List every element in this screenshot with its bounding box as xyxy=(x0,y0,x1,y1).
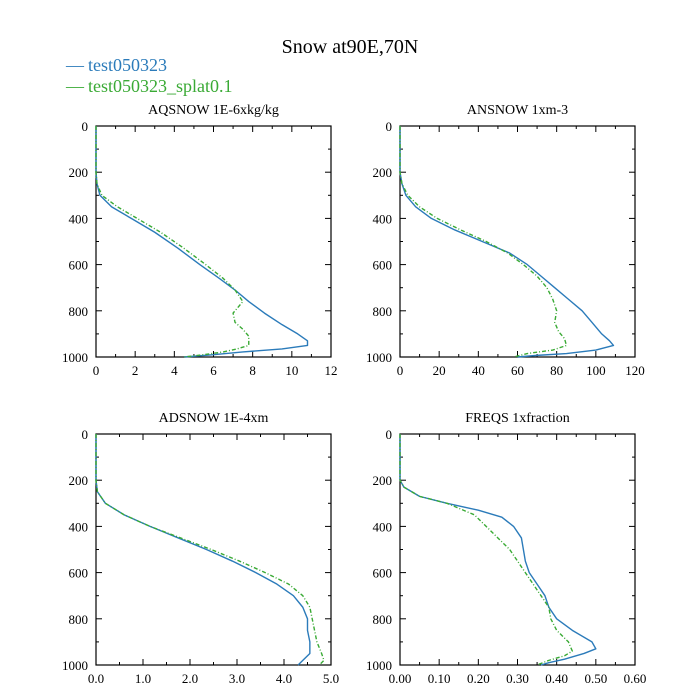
legend-marker-0: — xyxy=(65,55,85,75)
y-tick-label: 600 xyxy=(373,566,393,581)
x-tick-label: 6 xyxy=(210,363,217,378)
x-tick-label: 3.0 xyxy=(229,671,245,686)
x-tick-label: 2 xyxy=(132,363,139,378)
series-line-splat xyxy=(399,434,574,666)
y-tick-label: 400 xyxy=(69,519,89,534)
x-tick-label: 12 xyxy=(325,363,338,378)
y-tick-label: 1000 xyxy=(366,658,392,673)
x-tick-label: 100 xyxy=(586,363,606,378)
y-tick-label: 600 xyxy=(69,566,89,581)
series-line-test050323 xyxy=(399,126,615,358)
x-tick-label: 0 xyxy=(397,363,404,378)
x-tick-label: 4 xyxy=(171,363,178,378)
y-tick-label: 400 xyxy=(373,211,393,226)
plot-frame xyxy=(95,433,332,666)
x-tick-label: 20 xyxy=(433,363,446,378)
panel-title: ADSNOW 1E-4xm xyxy=(159,411,269,426)
x-tick-label: 0.0 xyxy=(88,671,104,686)
panel-freqs: FREQS 1xfraction 0.00 0.10 0.20 0.30 0.40 0.50… xyxy=(366,411,646,686)
series-line-test050323 xyxy=(95,434,311,666)
series-line-test050323 xyxy=(95,126,309,358)
y-tick-label: 600 xyxy=(373,258,393,273)
legend-marker-1: — xyxy=(65,76,85,96)
x-tick-label: 8 xyxy=(249,363,256,378)
y-tick-label: 200 xyxy=(373,165,393,180)
y-tick-label: 800 xyxy=(69,612,89,627)
y-tick-label: 800 xyxy=(373,612,393,627)
x-tick-label: 10 xyxy=(285,363,298,378)
series-line-splat xyxy=(399,126,568,358)
panel-ansnow: ANSNOW 1xm-3 0 20 40 60 80 100 120 0 200 400 600 800… xyxy=(366,103,645,378)
figure-title: Snow at90E,70N xyxy=(282,36,419,58)
x-tick-label: 0.40 xyxy=(545,671,568,686)
y-tick-label: 0 xyxy=(82,119,89,134)
y-tick-label: 200 xyxy=(69,473,89,488)
x-tick-label: 1.0 xyxy=(135,671,151,686)
y-tick-label: 1000 xyxy=(366,350,392,365)
y-tick-label: 600 xyxy=(69,258,89,273)
x-tick-label: 0.60 xyxy=(624,671,647,686)
x-tick-label: 5.0 xyxy=(323,671,339,686)
x-tick-label: 0.00 xyxy=(389,671,412,686)
x-tick-label: 120 xyxy=(625,363,645,378)
y-tick-label: 0 xyxy=(386,119,393,134)
x-tick-label: 0.50 xyxy=(584,671,607,686)
series-line-test050323 xyxy=(399,434,597,666)
panel-title: FREQS 1xfraction xyxy=(465,411,570,426)
y-tick-label: 1000 xyxy=(62,350,88,365)
y-tick-label: 0 xyxy=(82,427,89,442)
y-tick-label: 400 xyxy=(373,519,393,534)
y-tick-label: 0 xyxy=(386,427,393,442)
plot-frame xyxy=(399,125,636,358)
y-tick-label: 800 xyxy=(373,304,393,319)
x-tick-label: 4.0 xyxy=(276,671,292,686)
panel-title: ANSNOW 1xm-3 xyxy=(467,103,568,118)
y-tick-label: 200 xyxy=(69,165,89,180)
x-tick-label: 60 xyxy=(511,363,524,378)
legend: — test050323 — test050323_splat0.1 xyxy=(65,55,233,96)
x-tick-label: 2.0 xyxy=(182,671,198,686)
y-tick-label: 200 xyxy=(373,473,393,488)
x-tick-label: 0 xyxy=(93,363,100,378)
plot-frame xyxy=(399,433,636,666)
y-tick-label: 1000 xyxy=(62,658,88,673)
panel-title: AQSNOW 1E-6xkg/kg xyxy=(148,103,279,118)
x-tick-label: 80 xyxy=(550,363,563,378)
panel-adsnow: ADSNOW 1E-4xm 0.0 1.0 2.0 3.0 4.0 5.0 0 200 400 60… xyxy=(62,411,339,686)
legend-label-test050323: test050323 xyxy=(88,55,167,75)
x-tick-label: 0.30 xyxy=(506,671,529,686)
x-tick-label: 0.20 xyxy=(467,671,490,686)
y-tick-label: 800 xyxy=(69,304,89,319)
plot-frame xyxy=(95,125,332,358)
y-tick-label: 400 xyxy=(69,211,89,226)
legend-label-test050323-splat: test050323_splat0.1 xyxy=(88,76,233,96)
series-line-splat xyxy=(95,126,250,358)
x-tick-label: 0.10 xyxy=(428,671,451,686)
panel-aqsnow: AQSNOW 1E-6xkg/kg 0 2 4 6 8 10 12 0 200 400 600 800 1… xyxy=(62,103,338,378)
series-line-splat xyxy=(95,434,325,666)
x-tick-label: 40 xyxy=(472,363,485,378)
